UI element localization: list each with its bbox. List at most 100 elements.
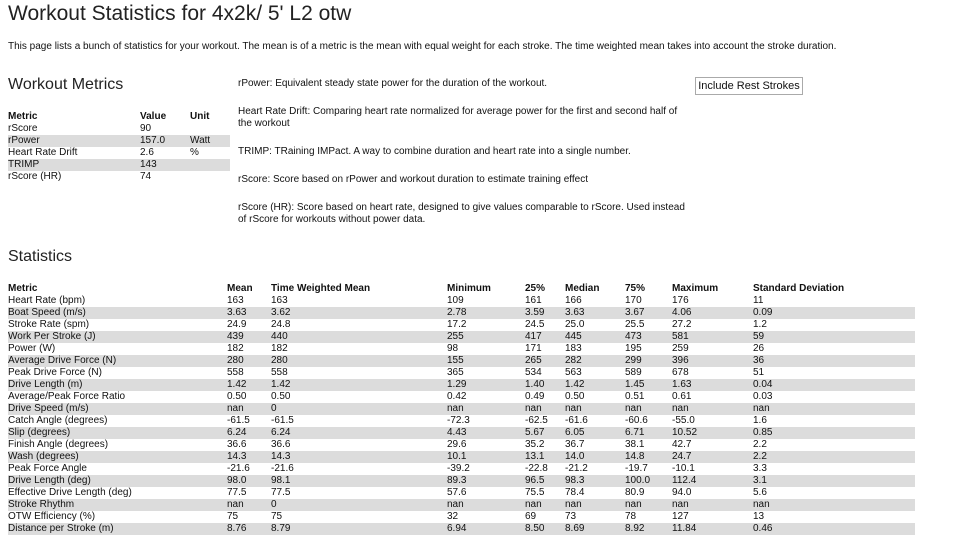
cell-value: 0.85: [753, 427, 773, 438]
column-header: Metric: [8, 283, 38, 294]
cell-value: -19.7: [625, 463, 648, 474]
cell-value: 90: [140, 123, 152, 134]
page-title: Workout Statistics for 4x2k/ 5' L2 otw: [8, 2, 352, 25]
table-row: Drive Length (m) 1.42 1.42 1.29 1.40 1.42 1.45…: [8, 379, 915, 391]
cell-value: -10.1: [672, 463, 695, 474]
cell-value: 89.3: [447, 475, 467, 486]
cell-value: 14.8: [625, 451, 645, 462]
row-label: Work Per Stroke (J): [8, 331, 96, 342]
cell-value: 112.4: [672, 475, 697, 486]
definition-text: TRIMP: TRaining IMPact. A way to combine…: [238, 146, 631, 157]
cell-value: 171: [525, 343, 542, 354]
cell-value: 6.24: [227, 427, 247, 438]
cell-value: 157.0: [140, 135, 166, 146]
cell-value: 182: [271, 343, 288, 354]
cell-value: 1.42: [271, 379, 291, 390]
include-rest-strokes-button[interactable]: Include Rest Strokes: [695, 77, 803, 95]
row-label: Peak Force Angle: [8, 463, 87, 474]
row-label: TRIMP: [8, 159, 40, 170]
cell-value: 25.5: [625, 319, 645, 330]
table-row: rPower 157.0 Watt: [8, 135, 230, 147]
cell-value: 2.78: [447, 307, 467, 318]
cell-value: 35.2: [525, 439, 545, 450]
cell-value: 259: [672, 343, 689, 354]
cell-value: -61.6: [565, 415, 588, 426]
cell-value: 74: [140, 171, 152, 182]
cell-value: -39.2: [447, 463, 470, 474]
cell-value: 534: [525, 367, 542, 378]
cell-value: 6.05: [565, 427, 585, 438]
cell-value: 77.5: [227, 487, 247, 498]
cell-value: 69: [525, 511, 537, 522]
cell-value: 166: [565, 295, 582, 306]
cell-value: nan: [672, 499, 689, 510]
cell-value: 2.2: [753, 451, 767, 462]
cell-value: 8.69: [565, 523, 585, 534]
cell-value: -55.0: [672, 415, 695, 426]
cell-value: 365: [447, 367, 464, 378]
cell-value: 42.7: [672, 439, 692, 450]
cell-value: 163: [271, 295, 288, 306]
table-row: Finish Angle (degrees) 36.6 36.6 29.6 35.2 36…: [8, 439, 915, 451]
cell-value: 32: [447, 511, 459, 522]
row-label: Effective Drive Length (deg): [8, 487, 132, 498]
cell-value: 4.06: [672, 307, 692, 318]
cell-value: 25.0: [565, 319, 585, 330]
cell-value: 1.42: [227, 379, 247, 390]
table-row: rScore (HR) 74: [8, 171, 230, 183]
cell-value: -21.6: [227, 463, 250, 474]
workout-metrics-heading: Workout Metrics: [8, 76, 124, 93]
cell-value: 127: [672, 511, 689, 522]
column-header: 75%: [625, 283, 646, 294]
cell-value: 3.67: [625, 307, 645, 318]
cell-value: nan: [672, 403, 689, 414]
cell-value: 280: [271, 355, 288, 366]
cell-value: 0.50: [565, 391, 585, 402]
cell-value: [190, 159, 230, 171]
cell-value: 29.6: [447, 439, 467, 450]
cell-value: nan: [447, 499, 464, 510]
cell-value: 1.42: [565, 379, 585, 390]
cell-value: 2.6: [140, 147, 154, 158]
cell-value: nan: [525, 499, 542, 510]
cell-value: 417: [525, 331, 542, 342]
table-row: Wash (degrees) 14.3 14.3 10.1 13.1 14.0 14.8 24…: [8, 451, 915, 463]
cell-value: 1.2: [753, 319, 767, 330]
row-label: Heart Rate (bpm): [8, 295, 86, 306]
row-label: Boat Speed (m/s): [8, 307, 86, 318]
cell-value: 36: [753, 355, 765, 366]
table-row: rScore 90: [8, 123, 230, 135]
column-header: Standard Deviation: [753, 283, 845, 294]
statistics-heading: Statistics: [8, 248, 73, 265]
row-label: Average/Peak Force Ratio: [8, 391, 126, 402]
cell-value: 445: [565, 331, 582, 342]
cell-value: 473: [625, 331, 642, 342]
cell-value: 0.50: [227, 391, 247, 402]
cell-value: 558: [271, 367, 288, 378]
row-label: Drive Length (m): [8, 379, 83, 390]
cell-value: 8.76: [227, 523, 247, 534]
cell-value: 77.5: [271, 487, 291, 498]
cell-value: 0.49: [525, 391, 545, 402]
cell-value: -21.2: [565, 463, 588, 474]
definition-text: rScore: Score based on rPower and workou…: [238, 174, 589, 185]
cell-value: 96.5: [525, 475, 545, 486]
row-label: Peak Drive Force (N): [8, 367, 102, 378]
cell-value: 3.59: [525, 307, 545, 318]
cell-value: -61.5: [227, 415, 250, 426]
table-row: Heart Rate (bpm) 163 163 109 161 166 170 176 11: [8, 295, 915, 307]
table-row: Average Drive Force (N) 280 280 155 265 282 29…: [8, 355, 915, 367]
cell-value: 0: [271, 403, 277, 414]
cell-value: 183: [565, 343, 582, 354]
cell-value: 3.3: [753, 463, 767, 474]
cell-value: 439: [227, 331, 244, 342]
table-row: Effective Drive Length (deg) 77.5 77.5 57.6…: [8, 487, 915, 499]
cell-value: -62.5: [525, 415, 548, 426]
cell-value: 11: [753, 295, 764, 306]
row-label: Slip (degrees): [8, 427, 71, 438]
cell-value: 0.61: [672, 391, 692, 402]
cell-value: 36.6: [227, 439, 247, 450]
cell-value: 563: [565, 367, 582, 378]
cell-value: 3.63: [227, 307, 247, 318]
cell-value: 0: [271, 499, 277, 510]
